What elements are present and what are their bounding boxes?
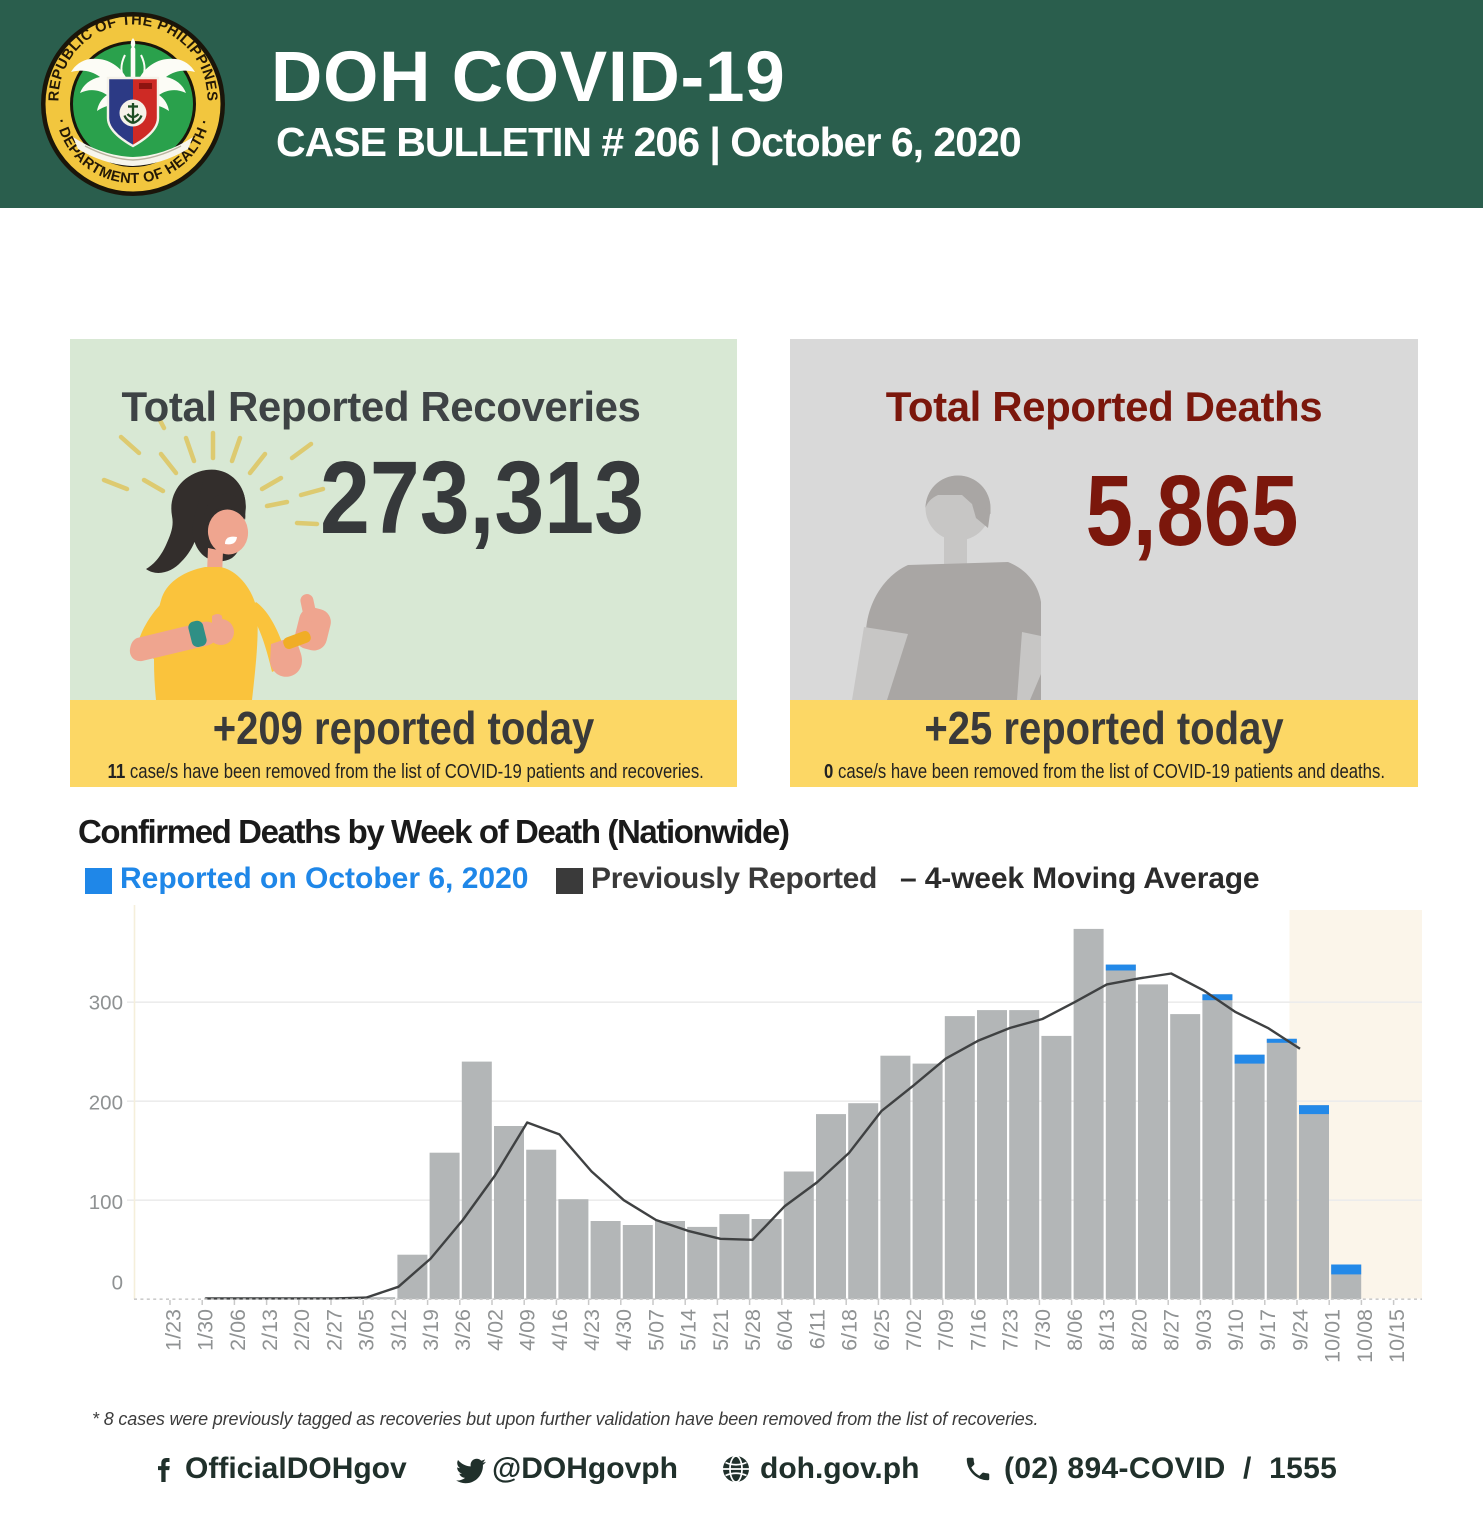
svg-text:1/30: 1/30 <box>194 1309 218 1351</box>
svg-text:3/05: 3/05 <box>355 1309 379 1351</box>
svg-text:1/23: 1/23 <box>161 1309 185 1351</box>
svg-text:6/04: 6/04 <box>773 1309 797 1351</box>
svg-text:9/24: 9/24 <box>1288 1309 1312 1351</box>
svg-text:8/20: 8/20 <box>1127 1309 1151 1351</box>
svg-text:10/01: 10/01 <box>1321 1309 1345 1363</box>
svg-text:7/30: 7/30 <box>1031 1309 1055 1351</box>
svg-text:2/06: 2/06 <box>226 1309 250 1351</box>
svg-text:8/27: 8/27 <box>1160 1309 1184 1351</box>
svg-text:7/16: 7/16 <box>966 1309 990 1351</box>
svg-text:9/10: 9/10 <box>1224 1309 1248 1351</box>
svg-text:0: 0 <box>112 1272 123 1295</box>
svg-text:4/16: 4/16 <box>548 1309 572 1351</box>
svg-text:3/12: 3/12 <box>387 1309 411 1351</box>
svg-text:7/23: 7/23 <box>999 1309 1023 1351</box>
svg-text:5/14: 5/14 <box>677 1309 701 1351</box>
svg-text:6/18: 6/18 <box>838 1309 862 1351</box>
svg-text:10/08: 10/08 <box>1353 1309 1377 1363</box>
svg-text:9/03: 9/03 <box>1192 1309 1216 1351</box>
svg-text:4/02: 4/02 <box>483 1309 507 1351</box>
svg-text:2/13: 2/13 <box>258 1309 282 1351</box>
svg-text:5/07: 5/07 <box>644 1309 668 1351</box>
svg-text:6/11: 6/11 <box>805 1309 829 1349</box>
svg-text:100: 100 <box>89 1191 123 1214</box>
svg-text:2/27: 2/27 <box>322 1309 346 1351</box>
svg-text:4/09: 4/09 <box>516 1309 540 1351</box>
svg-text:7/02: 7/02 <box>902 1309 926 1351</box>
svg-text:5/28: 5/28 <box>741 1309 765 1351</box>
svg-text:6/25: 6/25 <box>870 1309 894 1351</box>
svg-text:300: 300 <box>89 992 123 1015</box>
svg-text:5/21: 5/21 <box>709 1309 733 1351</box>
svg-text:9/17: 9/17 <box>1256 1309 1280 1351</box>
svg-text:4/23: 4/23 <box>580 1309 604 1351</box>
svg-text:2/20: 2/20 <box>290 1309 314 1351</box>
svg-text:4/30: 4/30 <box>612 1309 636 1351</box>
svg-text:3/26: 3/26 <box>451 1309 475 1351</box>
svg-text:8/13: 8/13 <box>1095 1309 1119 1351</box>
svg-text:10/15: 10/15 <box>1385 1309 1409 1363</box>
svg-text:200: 200 <box>89 1091 123 1114</box>
svg-text:7/09: 7/09 <box>934 1309 958 1351</box>
svg-text:8/06: 8/06 <box>1063 1309 1087 1351</box>
svg-text:3/19: 3/19 <box>419 1309 443 1351</box>
